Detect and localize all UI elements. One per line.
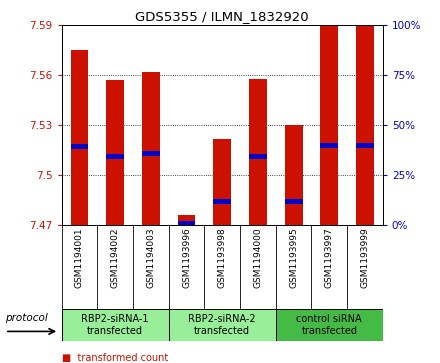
Bar xyxy=(62,309,169,341)
Bar xyxy=(213,199,231,204)
Text: GSM1194002: GSM1194002 xyxy=(110,228,120,288)
Bar xyxy=(320,143,338,148)
Text: RBP2-siRNA-1
transfected: RBP2-siRNA-1 transfected xyxy=(81,314,149,336)
Bar xyxy=(142,72,160,225)
Bar xyxy=(70,50,88,225)
Text: GSM1194000: GSM1194000 xyxy=(253,228,262,288)
Bar xyxy=(178,215,195,225)
Text: GSM1193999: GSM1193999 xyxy=(360,228,370,288)
Bar xyxy=(169,309,276,341)
Text: GSM1193998: GSM1193998 xyxy=(218,228,227,288)
Text: control siRNA
transfected: control siRNA transfected xyxy=(297,314,362,336)
Bar xyxy=(106,80,124,225)
Bar xyxy=(285,199,303,204)
Bar xyxy=(356,143,374,148)
Text: GSM1193997: GSM1193997 xyxy=(325,228,334,288)
Bar xyxy=(106,154,124,159)
Bar xyxy=(142,151,160,156)
Bar xyxy=(178,221,195,226)
Text: GSM1193996: GSM1193996 xyxy=(182,228,191,288)
Title: GDS5355 / ILMN_1832920: GDS5355 / ILMN_1832920 xyxy=(136,10,309,23)
Bar xyxy=(285,125,303,225)
Text: GSM1194003: GSM1194003 xyxy=(147,228,155,288)
Bar xyxy=(249,154,267,159)
Bar xyxy=(249,79,267,225)
Bar xyxy=(70,144,88,149)
Text: RBP2-siRNA-2
transfected: RBP2-siRNA-2 transfected xyxy=(188,314,256,336)
Bar xyxy=(276,309,383,341)
Bar xyxy=(356,25,374,225)
Text: ■  transformed count: ■ transformed count xyxy=(62,353,168,363)
Text: GSM1194001: GSM1194001 xyxy=(75,228,84,288)
Bar xyxy=(213,139,231,225)
Bar xyxy=(320,22,338,225)
Text: protocol: protocol xyxy=(5,313,48,323)
Text: GSM1193995: GSM1193995 xyxy=(289,228,298,288)
